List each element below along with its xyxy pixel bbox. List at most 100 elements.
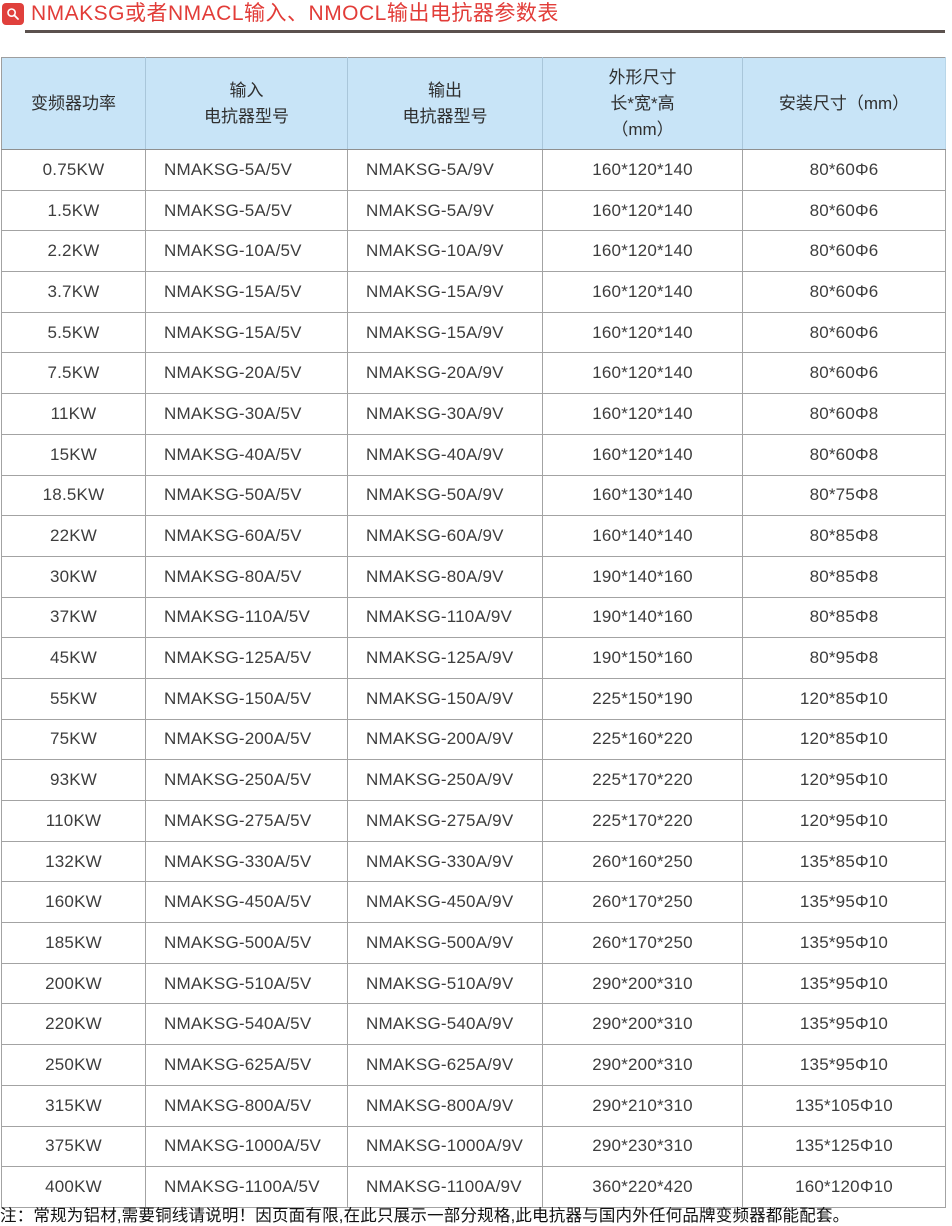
cell-mounting: 80*60Φ6: [742, 189, 946, 232]
cell-power: 5.5KW: [1, 311, 146, 354]
cell-input-model: NMAKSG-40A/5V: [145, 433, 348, 476]
cell-output-model: NMAKSG-275A/9V: [347, 800, 543, 842]
cell-input-model: NMAKSG-250A/5V: [145, 759, 348, 801]
cell-mounting: 135*95Φ10: [742, 962, 946, 1005]
cell-output-model: NMAKSG-30A/9V: [347, 393, 543, 435]
cell-power: 75KW: [1, 718, 146, 761]
cell-dimensions: 160*120*140: [542, 149, 743, 191]
cell-input-model: NMAKSG-150A/5V: [145, 677, 348, 720]
cell-mounting: 120*95Φ10: [742, 800, 946, 842]
cell-power: 110KW: [1, 800, 146, 842]
cell-output-model: NMAKSG-150A/9V: [347, 677, 543, 720]
cell-dimensions: 160*120*140: [542, 271, 743, 313]
cell-input-model: NMAKSG-10A/5V: [145, 230, 348, 273]
cell-input-model: NMAKSG-500A/5V: [145, 922, 348, 964]
cell-power: 160KW: [1, 881, 146, 924]
cell-input-model: NMAKSG-5A/5V: [145, 189, 348, 232]
table-row: 220KW NMAKSG-540A/5V NMAKSG-540A/9V 290*…: [1, 1003, 946, 1046]
table-row: 30KW NMAKSG-80A/5V NMAKSG-80A/9V 190*140…: [1, 555, 946, 598]
cell-dimensions: 160*120*140: [542, 189, 743, 232]
cell-mounting: 80*60Φ8: [742, 393, 946, 435]
header-input-reactor: 输入 电抗器型号: [145, 57, 348, 150]
table-row: 22KW NMAKSG-60A/5V NMAKSG-60A/9V 160*140…: [1, 515, 946, 557]
cell-dimensions: 290*200*310: [542, 1044, 743, 1086]
cell-mounting: 120*85Φ10: [742, 677, 946, 720]
table-row: 315KW NMAKSG-800A/5V NMAKSG-800A/9V 290*…: [1, 1084, 946, 1127]
cell-dimensions: 260*170*250: [542, 922, 743, 964]
cell-mounting: 80*60Φ8: [742, 433, 946, 476]
cell-power: 1.5KW: [1, 189, 146, 232]
cell-input-model: NMAKSG-1000A/5V: [145, 1125, 348, 1168]
cell-mounting: 80*75Φ8: [742, 474, 946, 517]
cell-mounting: 80*60Φ6: [742, 311, 946, 354]
reactor-parameter-table: 变频器功率 输入 电抗器型号 输出 电抗器型号 外形尺寸 长*宽*高 （mm） …: [1, 57, 946, 1208]
table-row: 400KW NMAKSG-1100A/5V NMAKSG-1100A/9V 36…: [1, 1166, 946, 1208]
cell-mounting: 135*95Φ10: [742, 881, 946, 924]
cell-output-model: NMAKSG-625A/9V: [347, 1044, 543, 1086]
cell-input-model: NMAKSG-15A/5V: [145, 271, 348, 313]
table-row: 45KW NMAKSG-125A/5V NMAKSG-125A/9V 190*1…: [1, 637, 946, 679]
cell-dimensions: 225*150*190: [542, 677, 743, 720]
cell-output-model: NMAKSG-110A/9V: [347, 596, 543, 639]
cell-mounting: 160*120Φ10: [742, 1166, 946, 1208]
cell-input-model: NMAKSG-625A/5V: [145, 1044, 348, 1086]
cell-output-model: NMAKSG-10A/9V: [347, 230, 543, 273]
table-row: 200KW NMAKSG-510A/5V NMAKSG-510A/9V 290*…: [1, 962, 946, 1005]
cell-dimensions: 360*220*420: [542, 1166, 743, 1208]
cell-dimensions: 160*120*140: [542, 352, 743, 395]
table-row: 132KW NMAKSG-330A/5V NMAKSG-330A/9V 260*…: [1, 840, 946, 883]
table-row: 55KW NMAKSG-150A/5V NMAKSG-150A/9V 225*1…: [1, 677, 946, 720]
cell-power: 45KW: [1, 637, 146, 679]
table-row: 75KW NMAKSG-200A/5V NMAKSG-200A/9V 225*1…: [1, 718, 946, 761]
cell-mounting: 135*85Φ10: [742, 840, 946, 883]
cell-dimensions: 160*120*140: [542, 393, 743, 435]
cell-output-model: NMAKSG-510A/9V: [347, 962, 543, 1005]
cell-power: 200KW: [1, 962, 146, 1005]
cell-power: 400KW: [1, 1166, 146, 1208]
cell-dimensions: 160*120*140: [542, 230, 743, 273]
cell-input-model: NMAKSG-110A/5V: [145, 596, 348, 639]
cell-dimensions: 160*120*140: [542, 433, 743, 476]
magnifier-icon: [2, 3, 24, 25]
cell-input-model: NMAKSG-450A/5V: [145, 881, 348, 924]
table-row: 37KW NMAKSG-110A/5V NMAKSG-110A/9V 190*1…: [1, 596, 946, 639]
cell-dimensions: 225*170*220: [542, 800, 743, 842]
cell-mounting: 135*95Φ10: [742, 1003, 946, 1046]
cell-dimensions: 290*230*310: [542, 1125, 743, 1168]
cell-mounting: 80*60Φ6: [742, 352, 946, 395]
footer-note: 注：常规为铝材,需要铜线请说明！因页面有限,在此只展示一部分规格,此电抗器与国内…: [0, 1207, 850, 1225]
cell-output-model: NMAKSG-450A/9V: [347, 881, 543, 924]
cell-output-model: NMAKSG-40A/9V: [347, 433, 543, 476]
cell-output-model: NMAKSG-500A/9V: [347, 922, 543, 964]
table-row: 5.5KW NMAKSG-15A/5V NMAKSG-15A/9V 160*12…: [1, 311, 946, 354]
table-row: 375KW NMAKSG-1000A/5V NMAKSG-1000A/9V 29…: [1, 1125, 946, 1168]
cell-mounting: 135*95Φ10: [742, 1044, 946, 1086]
cell-dimensions: 290*200*310: [542, 962, 743, 1005]
cell-power: 18.5KW: [1, 474, 146, 517]
cell-input-model: NMAKSG-50A/5V: [145, 474, 348, 517]
cell-mounting: 120*95Φ10: [742, 759, 946, 801]
cell-dimensions: 190*140*160: [542, 555, 743, 598]
cell-power: 7.5KW: [1, 352, 146, 395]
table-row: 110KW NMAKSG-275A/5V NMAKSG-275A/9V 225*…: [1, 800, 946, 842]
cell-output-model: NMAKSG-5A/9V: [347, 149, 543, 191]
cell-output-model: NMAKSG-125A/9V: [347, 637, 543, 679]
table-header: 变频器功率 输入 电抗器型号 输出 电抗器型号 外形尺寸 长*宽*高 （mm） …: [1, 57, 946, 150]
table-row: 93KW NMAKSG-250A/5V NMAKSG-250A/9V 225*1…: [1, 759, 946, 801]
cell-power: 220KW: [1, 1003, 146, 1046]
cell-input-model: NMAKSG-800A/5V: [145, 1084, 348, 1127]
cell-mounting: 135*95Φ10: [742, 922, 946, 964]
cell-output-model: NMAKSG-80A/9V: [347, 555, 543, 598]
cell-dimensions: 160*140*140: [542, 515, 743, 557]
cell-input-model: NMAKSG-125A/5V: [145, 637, 348, 679]
cell-mounting: 135*105Φ10: [742, 1084, 946, 1127]
cell-output-model: NMAKSG-50A/9V: [347, 474, 543, 517]
cell-input-model: NMAKSG-30A/5V: [145, 393, 348, 435]
cell-output-model: NMAKSG-250A/9V: [347, 759, 543, 801]
table-row: 18.5KW NMAKSG-50A/5V NMAKSG-50A/9V 160*1…: [1, 474, 946, 517]
title-row: NMAKSG或者NMACL输入、NMOCL输出电抗器参数表: [2, 2, 559, 26]
header-output-reactor: 输出 电抗器型号: [347, 57, 543, 150]
table-row: 15KW NMAKSG-40A/5V NMAKSG-40A/9V 160*120…: [1, 433, 946, 476]
cell-power: 250KW: [1, 1044, 146, 1086]
cell-dimensions: 290*200*310: [542, 1003, 743, 1046]
